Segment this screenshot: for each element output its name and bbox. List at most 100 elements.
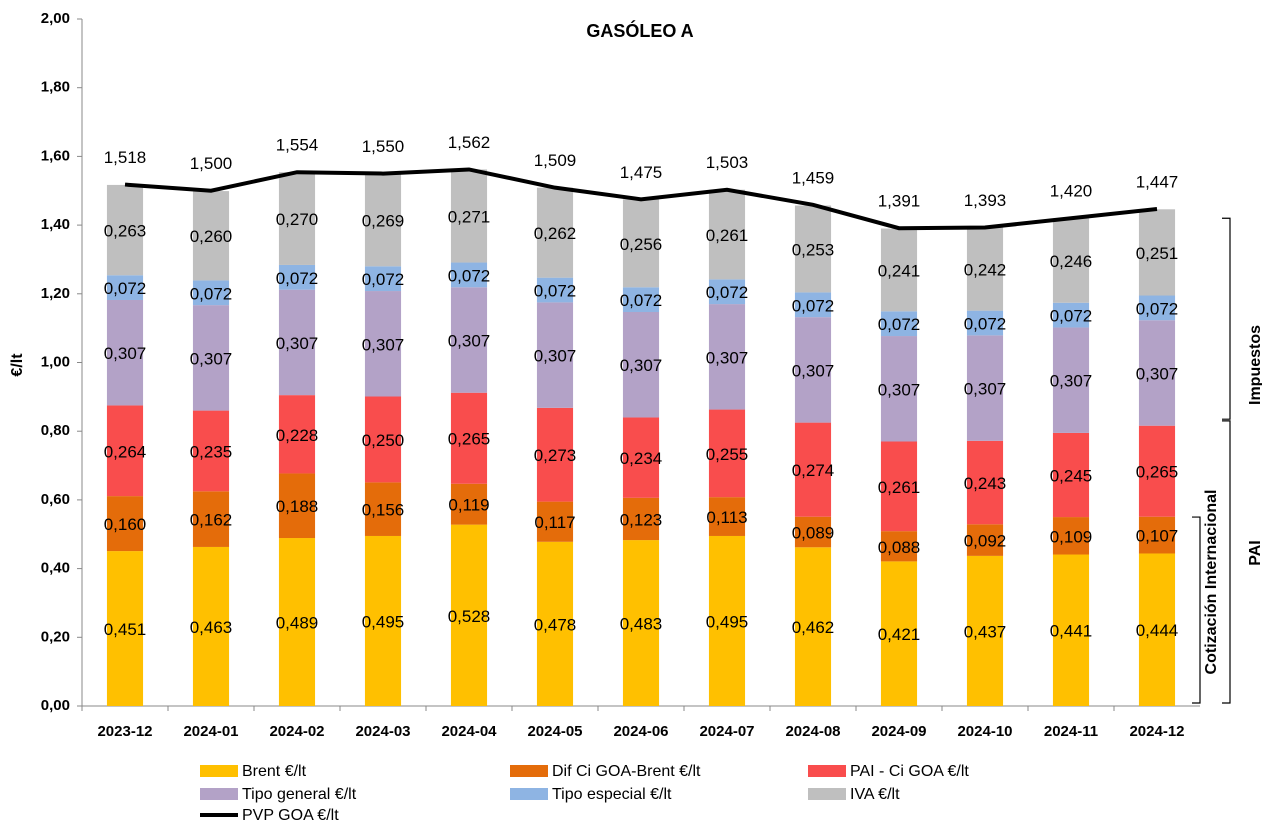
x-tick-label: 2024-10 [957,723,1012,740]
bar-segment [794,516,832,548]
data-label: 0,269 [362,212,405,231]
data-label: 0,072 [620,291,663,310]
bar-segment [278,538,316,706]
legend-swatch [808,788,846,800]
data-label: 0,072 [534,282,577,301]
bracket [1222,217,1231,420]
bar-segment [622,497,660,541]
data-label: 0,160 [104,515,147,534]
data-label: 0,261 [706,226,749,245]
legend-swatch [808,765,846,777]
data-label: 0,235 [190,442,233,461]
legend-label: Brent €/lt [242,763,307,780]
data-label: 0,463 [190,618,233,637]
bar-segment [192,280,230,306]
x-tick-label: 2024-12 [1129,723,1184,740]
bar-segment [536,501,574,542]
data-label: 0,307 [448,331,491,350]
y-tick-label: 2,00 [41,10,70,27]
bar-segment [192,491,230,547]
bar-segment [450,483,488,525]
bar-segment [794,422,832,517]
bar-segment [106,275,144,300]
bar-segment [880,311,918,337]
bar-segment [106,299,144,406]
bar-segment [450,262,488,288]
bar-segment [966,335,1004,441]
data-label: 0,072 [706,283,749,302]
bar-segment [1052,554,1090,706]
legend-label: PAI - Ci GOA €/lt [850,763,969,780]
bar-segment [536,541,574,706]
x-tick-label: 2024-04 [441,723,497,740]
y-tick-label: 1,20 [41,285,70,302]
bar-segment [192,546,230,706]
bracket [1192,516,1201,704]
data-label: 0,307 [620,356,663,375]
data-label: 0,307 [190,349,233,368]
data-label: 0,243 [964,474,1007,493]
bar-segment [794,547,832,706]
data-label: 0,256 [620,235,663,254]
y-tick-label: 0,00 [41,697,70,714]
data-label: 0,245 [1050,466,1093,485]
bar-segment [364,291,402,397]
data-label: 0,250 [362,431,405,450]
bar-segment [278,395,316,474]
y-tick-label: 1,60 [41,147,70,164]
bar-segment [880,441,918,532]
bar-segment [1138,425,1176,517]
bar-segment [622,540,660,706]
x-tick-label: 2024-11 [1044,723,1098,740]
data-label: 0,072 [1136,299,1179,318]
data-label: 0,234 [620,449,663,468]
bar-segment [880,228,918,312]
data-label: 1,509 [534,151,577,170]
bar-segment [1138,320,1176,426]
data-label: 0,089 [792,524,835,543]
bar-segment [794,292,832,318]
data-label: 0,307 [878,380,921,399]
data-label: 0,162 [190,511,233,530]
x-tick-label: 2023-12 [97,723,152,740]
bar-segment [536,302,574,408]
data-label: 0,241 [878,261,921,280]
bar-segment [794,317,832,423]
data-label: 0,264 [104,442,147,461]
data-label: 0,107 [1136,527,1179,546]
bar-segment [708,497,746,536]
data-label: 1,393 [964,191,1007,210]
bar-segment [450,287,488,393]
bar-segment [192,305,230,411]
y-tick-label: 0,20 [41,628,70,645]
data-label: 0,156 [362,501,405,520]
bar-segment [536,277,574,303]
data-label: 1,420 [1050,182,1093,201]
data-label: 1,459 [792,168,835,187]
data-label: 0,528 [448,607,491,626]
bar-segment [106,551,144,706]
data-label: 0,117 [534,513,575,532]
bar-segment [192,410,230,492]
annotation: Impuestos [1247,325,1262,405]
bar-segment [1052,517,1090,555]
bar-segment [880,561,918,706]
data-label: 0,261 [878,478,921,497]
legend-label: Tipo general €/lt [242,786,357,803]
data-label: 1,554 [276,136,319,155]
data-label: 0,072 [276,269,319,288]
bar-segment [966,310,1004,336]
data-label: 0,072 [190,284,233,303]
x-tick-label: 2024-02 [269,723,324,740]
bar-segment [1052,218,1090,303]
data-label: 0,271 [448,207,491,226]
y-tick-label: 1,40 [41,216,70,233]
bar-segment [278,264,316,290]
data-label: 0,242 [964,261,1007,280]
x-tick-label: 2024-01 [183,723,238,740]
legend-label: IVA €/lt [850,786,900,803]
data-label: 0,307 [362,335,405,354]
data-label: 0,489 [276,613,319,632]
data-label: 0,072 [792,296,835,315]
bar-segment [622,287,660,313]
